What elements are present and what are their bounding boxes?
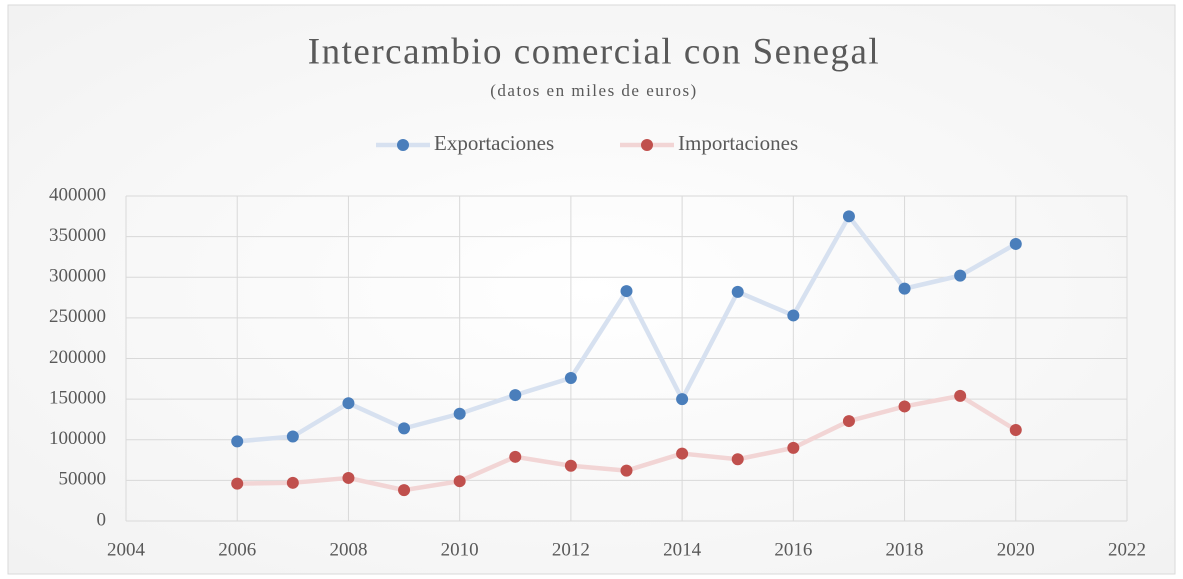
data-point (954, 269, 967, 282)
legend-marker (397, 139, 409, 151)
data-point (231, 435, 244, 448)
y-tick-label: 50000 (59, 469, 107, 490)
y-tick-label: 250000 (49, 306, 106, 327)
data-point (453, 475, 466, 488)
legend-marker (641, 139, 653, 151)
data-point (842, 210, 855, 223)
data-point (898, 282, 911, 295)
legend-label: Exportaciones (434, 131, 554, 155)
x-tick-label: 2004 (107, 539, 146, 560)
data-point (676, 393, 689, 406)
data-point (620, 464, 633, 477)
chart-subtitle: (datos en miles de euros) (490, 81, 697, 100)
data-point (564, 372, 577, 384)
data-point (564, 459, 577, 472)
y-tick-label: 0 (97, 509, 107, 530)
data-point (954, 389, 967, 402)
data-point (787, 441, 800, 454)
data-point (509, 450, 522, 463)
data-point (676, 447, 689, 460)
data-point (509, 389, 522, 402)
x-tick-label: 2022 (1108, 539, 1146, 560)
x-tick-label: 2010 (441, 539, 479, 560)
y-tick-label: 300000 (49, 266, 106, 287)
data-point (286, 476, 299, 489)
data-point (453, 407, 466, 420)
x-tick-label: 2018 (886, 539, 924, 560)
x-tick-label: 2014 (663, 539, 702, 560)
data-point (787, 309, 800, 322)
data-point (286, 430, 299, 443)
data-point (731, 453, 744, 466)
chart-frame (7, 4, 1176, 575)
y-tick-label: 400000 (49, 184, 106, 205)
data-point (842, 415, 855, 428)
data-point (231, 477, 244, 490)
x-tick-label: 2012 (552, 539, 590, 560)
data-point (731, 285, 744, 298)
data-point (398, 484, 411, 497)
x-tick-label: 2006 (218, 539, 256, 560)
y-tick-label: 350000 (49, 225, 106, 246)
data-point (898, 400, 911, 413)
data-point (1009, 237, 1022, 250)
y-tick-label: 200000 (49, 347, 106, 368)
data-point (342, 397, 355, 410)
data-point (342, 471, 355, 484)
data-point (620, 285, 633, 298)
chart-title: Intercambio comercial con Senegal (308, 31, 880, 72)
data-point (1009, 424, 1022, 436)
x-tick-label: 2016 (774, 539, 812, 560)
x-tick-label: 2020 (997, 539, 1035, 560)
y-tick-label: 100000 (49, 428, 106, 449)
data-point (398, 422, 411, 435)
y-tick-label: 150000 (49, 387, 106, 408)
legend-label: Importaciones (678, 131, 798, 155)
x-tick-label: 2008 (329, 539, 367, 560)
